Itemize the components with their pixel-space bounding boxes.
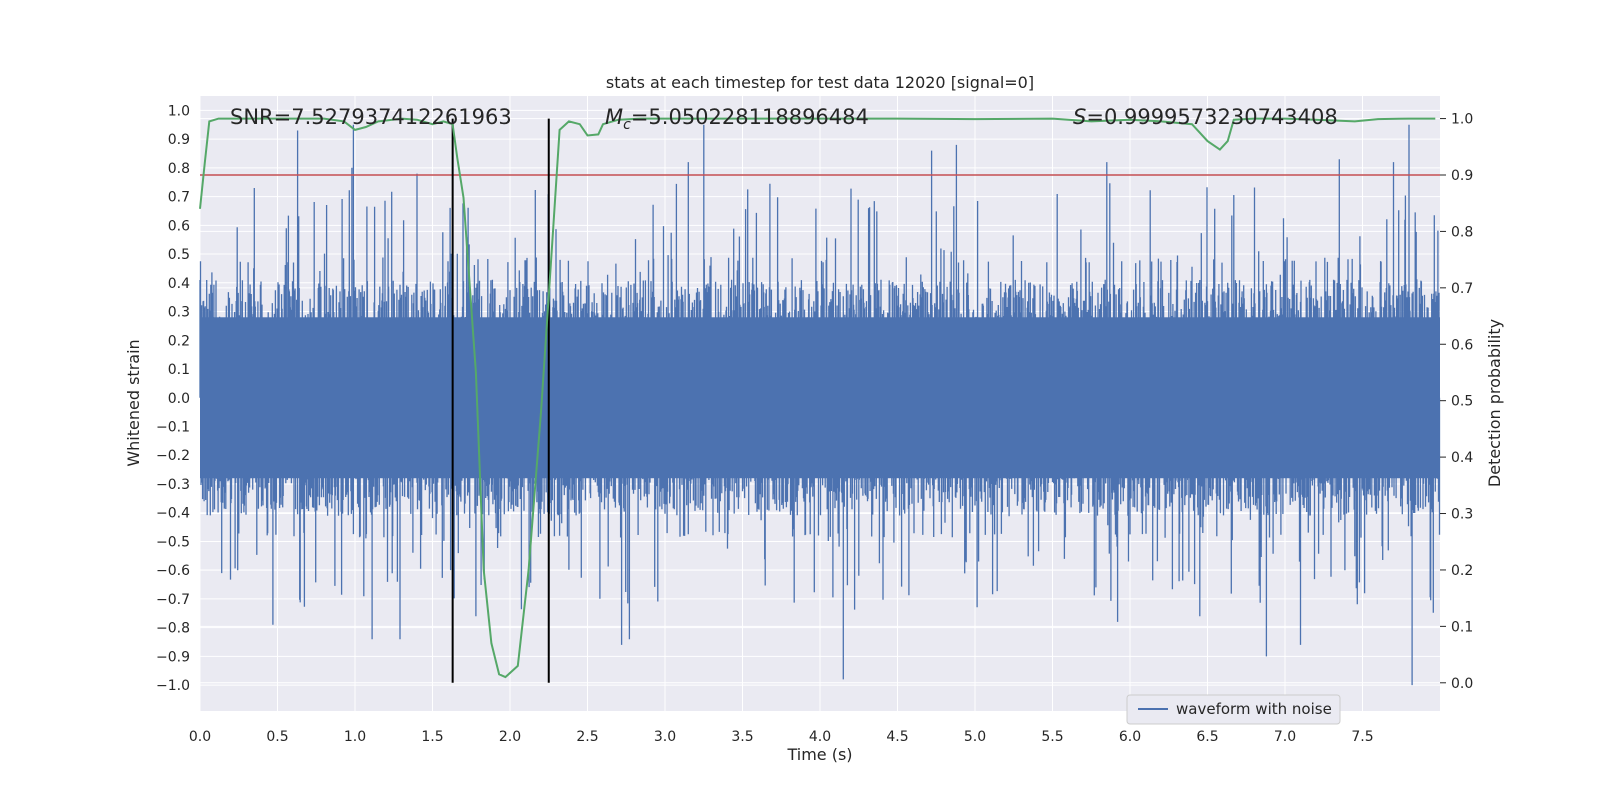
y-tick-label: −0.8 <box>156 621 190 637</box>
x-tick-label: 5.0 <box>964 729 986 745</box>
waveform-series <box>199 124 1441 686</box>
probability-series <box>199 117 1436 679</box>
y-right-tick-label: 0.8 <box>1451 224 1473 240</box>
y-right-axis-ticks: 1.0 0.9 0.8 0.7 0.6 0.5 0.4 0.3 0.2 0.1 0.0 <box>1440 112 1473 692</box>
legend-label: waveform with noise <box>1176 700 1332 718</box>
chirp-mass-annotation: Mc=5.050228118896484 <box>605 105 869 133</box>
y-tick-label: −1.0 <box>156 678 190 694</box>
y-tick-label: 1.0 <box>168 103 190 119</box>
legend-box <box>1126 694 1341 725</box>
x-tick-label: 6.5 <box>1196 729 1218 745</box>
x-axis-ticks: 0.0 0.5 1.0 1.5 2.0 2.5 3.0 3.5 4.0 4.5 5.0 5.5 6.0 6… <box>189 729 1374 745</box>
y-tick-label: 0.3 <box>168 305 190 321</box>
x-tick-label: 7.0 <box>1274 729 1296 745</box>
x-tick-label: 4.0 <box>809 729 831 745</box>
x-tick-label: 1.0 <box>344 729 366 745</box>
y-tick-label: 0.7 <box>168 190 190 206</box>
x-tick-label: 6.0 <box>1119 729 1141 745</box>
y-right-tick-label: 0.9 <box>1451 168 1473 184</box>
x-tick-label: 3.5 <box>731 729 753 745</box>
x-tick-label: 3.0 <box>654 729 676 745</box>
y-right-tick-label: 1.0 <box>1451 112 1473 128</box>
y-tick-label: 0.2 <box>168 333 190 349</box>
legend: waveform with noise <box>1126 694 1341 725</box>
chirp-mass-symbol: M <box>605 105 623 129</box>
y-right-tick-label: 0.1 <box>1451 619 1473 635</box>
x-tick-label: 2.5 <box>576 729 598 745</box>
chart-title: stats at each timestep for test data 120… <box>606 73 1034 92</box>
y-right-tick-label: 0.5 <box>1451 394 1473 410</box>
y-axis-ticks: 1.0 0.9 0.8 0.7 0.6 0.5 0.4 0.3 0.2 0.1 0.0 −0.1 −0.… <box>156 103 190 694</box>
y-tick-label: 0.0 <box>168 391 190 407</box>
x-axis-label: Time (s) <box>786 745 852 764</box>
y-tick-label: 0.5 <box>168 247 190 263</box>
y-tick-label: −0.7 <box>156 592 190 608</box>
y-tick-label: 0.4 <box>168 276 190 292</box>
y-tick-label: −0.6 <box>156 563 190 579</box>
x-tick-label: 2.0 <box>499 729 521 745</box>
y-tick-label: −0.1 <box>156 419 190 435</box>
y-right-axis-label: Detection probability <box>1485 319 1504 487</box>
y-tick-label: −0.3 <box>156 477 190 493</box>
score-symbol: S <box>1073 105 1086 129</box>
y-tick-label: −0.2 <box>156 448 190 464</box>
x-tick-label: 0.5 <box>266 729 288 745</box>
y-tick-label: −0.5 <box>156 534 190 550</box>
x-tick-label: 1.5 <box>421 729 443 745</box>
marker-lines <box>451 118 550 683</box>
y-tick-label: 0.1 <box>168 362 190 378</box>
score-value: =0.9999573230743408 <box>1086 105 1337 129</box>
y-right-tick-label: 0.3 <box>1451 507 1473 523</box>
y-tick-label: 0.9 <box>168 132 190 148</box>
y-tick-label: −0.9 <box>156 649 190 665</box>
y-right-tick-label: 0.4 <box>1451 450 1473 466</box>
x-tick-label: 0.0 <box>189 729 211 745</box>
chirp-mass-subscript: c <box>623 117 631 133</box>
y-right-tick-label: 0.6 <box>1451 337 1473 353</box>
y-tick-label: 0.8 <box>168 161 190 177</box>
y-right-tick-label: 0.2 <box>1451 563 1473 579</box>
snr-annotation: SNR=7.527937412261963 <box>230 105 512 129</box>
x-tick-label: 7.5 <box>1351 729 1373 745</box>
y-tick-label: −0.4 <box>156 506 190 522</box>
y-axis-label: Whitened strain <box>124 339 143 466</box>
score-annotation: S=0.9999573230743408 <box>1073 105 1338 129</box>
waveform-core <box>200 317 1440 479</box>
x-tick-label: 4.5 <box>886 729 908 745</box>
y-right-tick-label: 0.7 <box>1451 281 1473 297</box>
y-right-tick-label: 0.0 <box>1451 676 1473 692</box>
y-tick-label: 0.6 <box>168 218 190 234</box>
x-tick-label: 5.5 <box>1041 729 1063 745</box>
probability-line <box>199 117 1436 679</box>
chirp-mass-value: =5.050228118896484 <box>631 105 869 129</box>
